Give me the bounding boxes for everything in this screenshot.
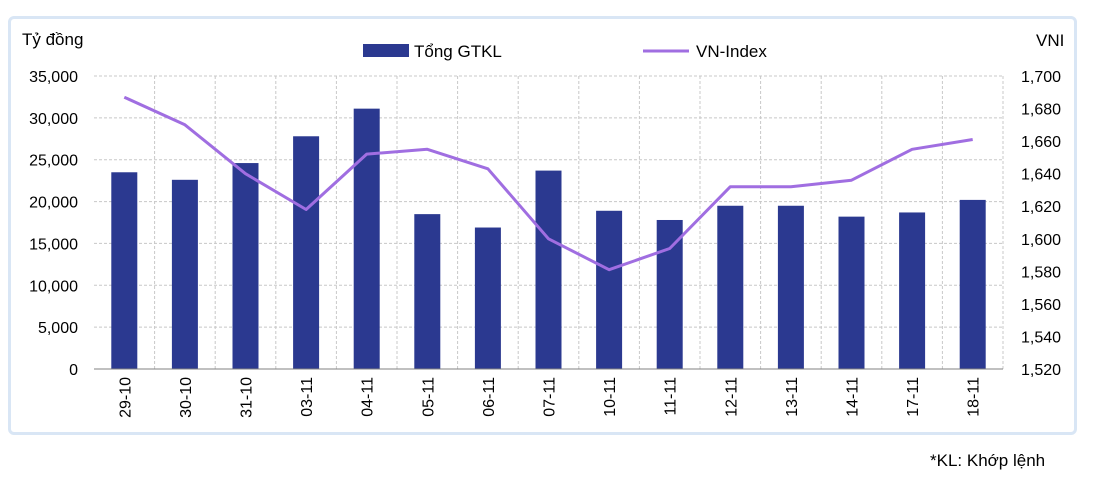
y-left-tick-label: 0: [69, 362, 78, 379]
x-tick-label: 14-11: [845, 377, 862, 417]
vn-index-line: [123, 95, 973, 272]
y-left-tick-label: 15,000: [29, 236, 78, 253]
y-left-tick-label: 30,000: [29, 111, 78, 128]
bar: [474, 227, 501, 369]
x-tick-label: 11-11: [663, 377, 680, 416]
bar: [959, 199, 986, 369]
x-tick-label: 04-11: [360, 377, 377, 417]
x-tick-label: 13-11: [784, 377, 801, 417]
bar: [171, 179, 198, 369]
bar: [899, 212, 926, 369]
y-right-tick-label: 1,520: [1021, 362, 1061, 379]
x-tick-label: 31-10: [239, 377, 256, 418]
x-tick-label: 06-11: [481, 377, 498, 417]
line-series: [123, 95, 973, 272]
x-tick-label: 07-11: [542, 377, 559, 417]
bar: [717, 205, 744, 369]
bar: [777, 205, 804, 369]
y-axis-right-label: VNI: [1036, 31, 1065, 50]
legend-label-bars: Tổng GTKL: [414, 42, 502, 61]
bar: [535, 170, 562, 369]
bar: [232, 163, 259, 369]
x-tick-label: 03-11: [299, 377, 316, 417]
x-tick-label: 29-10: [117, 377, 134, 418]
x-tick-label: 17-11: [905, 377, 922, 417]
y-right-tick-label: 1,620: [1021, 199, 1061, 216]
y-left-tick-label: 35,000: [29, 69, 78, 86]
legend: Tổng GTKL VN-Index: [363, 42, 767, 61]
x-tick-label: 30-10: [178, 377, 195, 418]
y-left-tick-label: 5,000: [38, 320, 78, 337]
y-right-tick-label: 1,600: [1021, 232, 1061, 249]
y-left-tick-label: 25,000: [29, 153, 78, 170]
y-right-tick-label: 1,640: [1021, 167, 1061, 184]
y-left-tick-label: 20,000: [29, 195, 78, 212]
legend-bar-swatch: [363, 44, 409, 57]
bar: [838, 216, 865, 369]
bar: [596, 210, 623, 369]
bar: [293, 136, 320, 369]
y-right-tick-label: 1,660: [1021, 134, 1061, 151]
bar: [414, 214, 441, 369]
x-tick-label: 18-11: [966, 377, 983, 417]
y-right-tick-label: 1,580: [1021, 264, 1061, 281]
bar: [111, 172, 138, 369]
y-axis-left-label: Tỷ đồng: [22, 30, 84, 49]
x-tick-label: 05-11: [420, 377, 437, 417]
y-right-tick-label: 1,560: [1021, 297, 1061, 314]
x-tick-label: 12-11: [723, 377, 740, 417]
y-left-tick-label: 10,000: [29, 278, 78, 295]
y-right-tick-label: 1,700: [1021, 69, 1061, 86]
bar-series: [111, 108, 986, 370]
legend-label-line: VN-Index: [696, 42, 767, 61]
x-tick-label: 10-11: [602, 377, 619, 417]
axes: 0 5,000 10,000 15,000 20,000 25,000 30,000 35,0…: [29, 69, 1061, 418]
y-right-tick-label: 1,680: [1021, 102, 1061, 119]
bar: [353, 108, 380, 370]
footnote: *KL: Khớp lệnh: [930, 451, 1046, 470]
bar: [656, 219, 683, 369]
chart-frame: [8, 16, 1077, 435]
y-right-tick-label: 1,540: [1021, 329, 1061, 346]
